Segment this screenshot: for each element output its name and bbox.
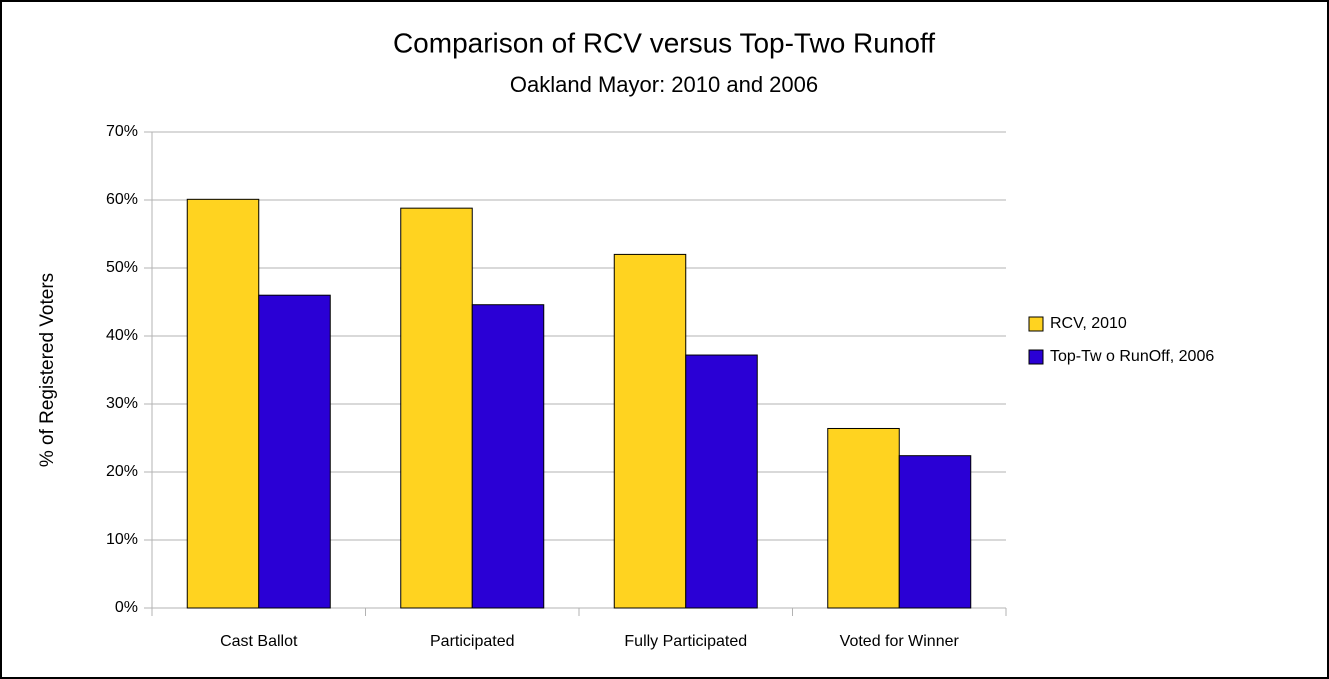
x-tick-label: Fully Participated (624, 633, 747, 650)
x-tick-label: Cast Ballot (220, 633, 298, 650)
bar (186, 198, 260, 609)
x-tick-label: Voted for Winner (840, 633, 960, 650)
bar (258, 294, 331, 609)
y-tick-label: 30% (106, 395, 138, 412)
y-tick-label: 40% (106, 327, 138, 344)
chart-title: Comparison of RCV versus Top-Two Runoff (393, 27, 935, 58)
bar (471, 304, 545, 609)
y-tick-label: 20% (106, 463, 138, 480)
y-tick-label: 50% (106, 259, 138, 276)
legend-swatch (1028, 316, 1044, 332)
bar (685, 354, 758, 609)
y-tick-label: 10% (106, 531, 138, 548)
y-tick-label: 70% (106, 123, 138, 140)
bar (613, 253, 687, 609)
y-tick-label: 0% (115, 599, 138, 616)
bar (400, 207, 473, 609)
y-axis-label: % of Registered Voters (37, 273, 58, 467)
legend-label: Top-Tw o RunOff, 2006 (1050, 348, 1214, 365)
bar (898, 455, 972, 609)
x-tick-label: Participated (430, 633, 515, 650)
chart-subtitle: Oakland Mayor: 2010 and 2006 (510, 72, 818, 97)
legend-label: RCV, 2010 (1050, 315, 1127, 332)
bar (827, 427, 900, 609)
legend-swatch (1028, 349, 1044, 365)
y-tick-label: 60% (106, 191, 138, 208)
